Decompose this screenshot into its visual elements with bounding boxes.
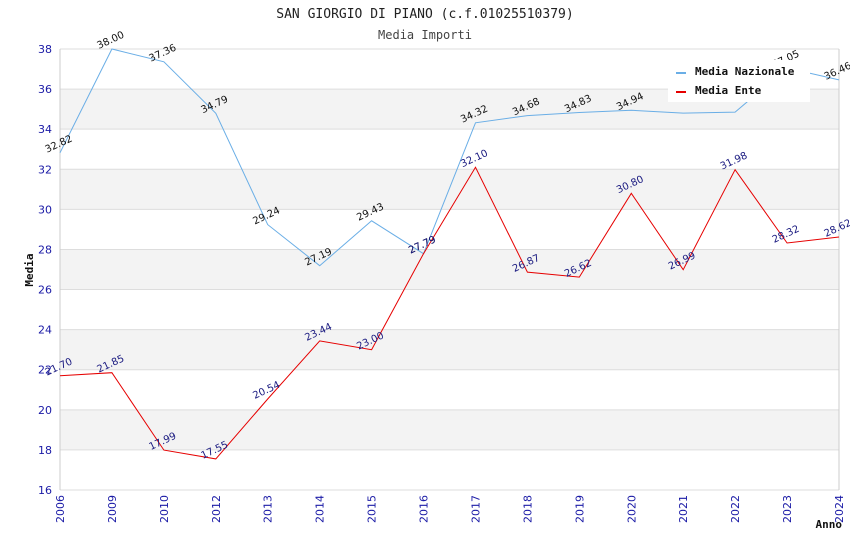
x-tick-label: 2021 bbox=[677, 495, 690, 523]
legend: Media Nazionale Media Ente bbox=[668, 60, 810, 102]
y-tick-label: 20 bbox=[38, 404, 52, 417]
x-tick-labels: 2006 2009 2010 2012 2013 2014 2015 2016 2017 2018… bbox=[54, 495, 846, 523]
x-tick-label: 2024 bbox=[833, 495, 846, 523]
plot-band bbox=[60, 249, 839, 290]
y-tick-label: 32 bbox=[38, 163, 52, 176]
x-tick-label: 2018 bbox=[521, 495, 534, 523]
chart-title: SAN GIORGIO DI PIANO (c.f.01025510379) bbox=[276, 7, 573, 22]
x-tick-label: 2009 bbox=[106, 495, 119, 523]
x-tick-label: 2022 bbox=[729, 495, 742, 523]
y-tick-label: 36 bbox=[38, 83, 52, 96]
plot-band bbox=[60, 369, 839, 410]
y-tick-label: 34 bbox=[38, 123, 52, 136]
y-tick-labels: 16 18 20 22 24 26 28 30 32 34 36 38 bbox=[38, 43, 52, 497]
x-tick-label: 2016 bbox=[418, 495, 431, 523]
x-tick-label: 2006 bbox=[54, 495, 67, 523]
y-tick-label: 22 bbox=[38, 364, 52, 377]
y-tick-label: 30 bbox=[38, 203, 52, 216]
legend-label-ente: Media Ente bbox=[695, 84, 762, 97]
y-tick-label: 38 bbox=[38, 43, 52, 56]
series-line-nazionale bbox=[59, 48, 840, 267]
y-tick-label: 24 bbox=[38, 324, 52, 337]
legend-label-nazionale: Media Nazionale bbox=[695, 65, 795, 78]
x-tick-label: 2010 bbox=[158, 495, 171, 523]
series-line-ente bbox=[59, 166, 840, 460]
x-tick-label: 2015 bbox=[366, 495, 379, 523]
series-lines bbox=[59, 48, 840, 460]
plot-band bbox=[60, 129, 839, 170]
plot-band bbox=[60, 329, 839, 370]
plot-band bbox=[60, 289, 839, 330]
x-tick-label: 2017 bbox=[469, 495, 482, 523]
x-tick-label: 2014 bbox=[314, 495, 327, 523]
x-tick-label: 2019 bbox=[573, 495, 586, 523]
x-tick-label: 2023 bbox=[781, 495, 794, 523]
x-tick-label: 2013 bbox=[262, 495, 275, 523]
x-axis-label: Anno bbox=[816, 518, 843, 531]
legend-box bbox=[668, 60, 810, 102]
plot-band bbox=[60, 209, 839, 250]
y-tick-label: 28 bbox=[38, 243, 52, 256]
data-label: 38.00 bbox=[96, 30, 127, 52]
y-tick-label: 26 bbox=[38, 284, 52, 297]
plot-bands bbox=[60, 49, 839, 490]
y-axis-label: Media bbox=[23, 253, 36, 286]
plot-band bbox=[60, 409, 839, 450]
x-tick-label: 2020 bbox=[625, 495, 638, 523]
y-tick-label: 16 bbox=[38, 484, 52, 497]
plot-band bbox=[60, 449, 839, 490]
x-tick-label: 2012 bbox=[210, 495, 223, 523]
y-tick-label: 18 bbox=[38, 444, 52, 457]
chart-subtitle: Media Importi bbox=[378, 28, 472, 42]
